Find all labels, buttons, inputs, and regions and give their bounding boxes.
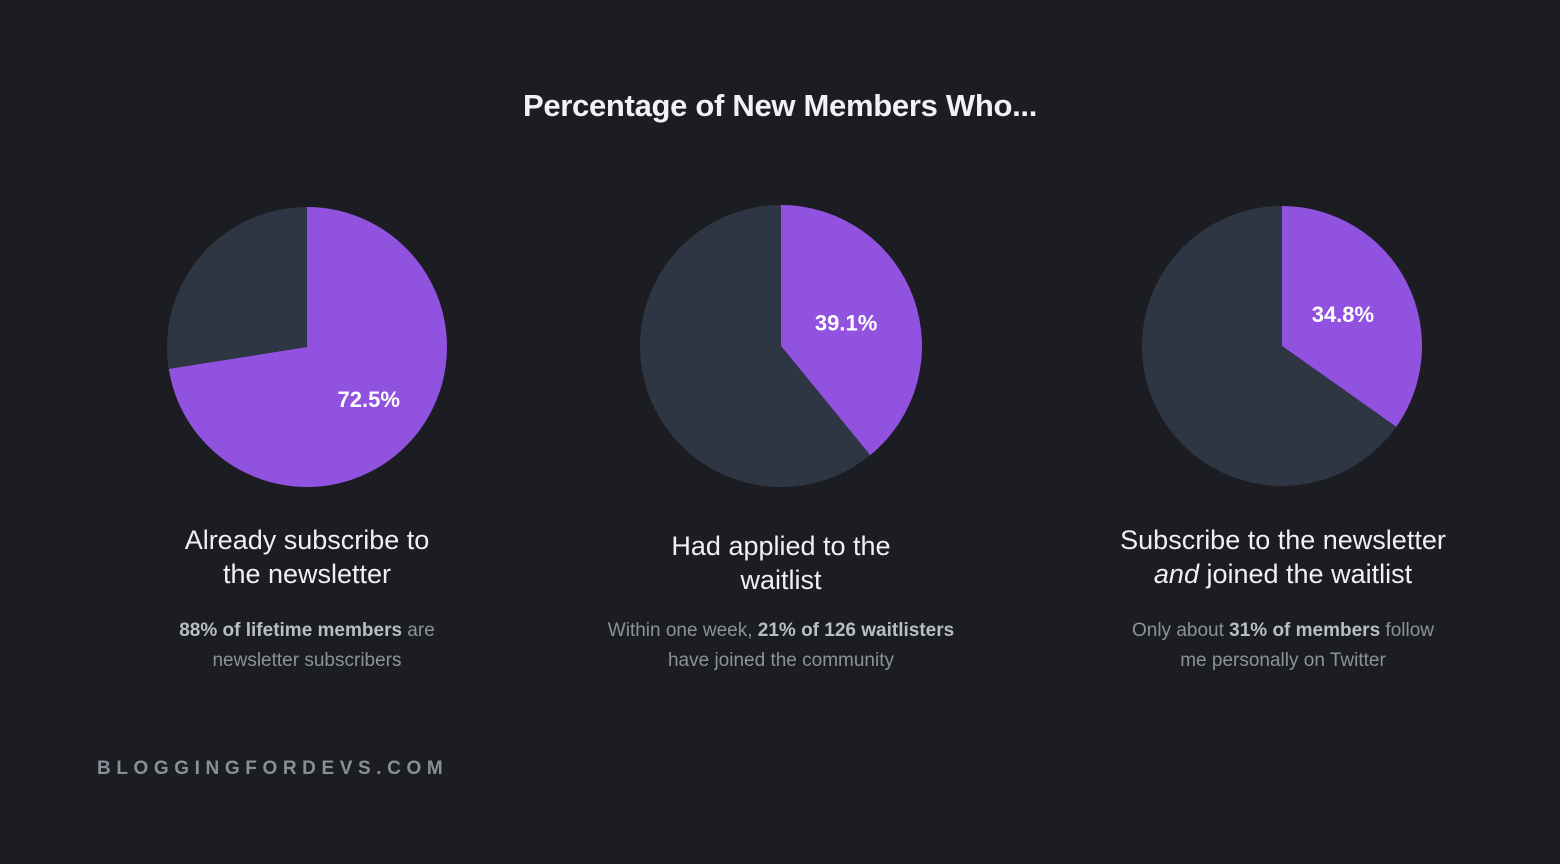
note-bold: 88% of lifetime members [179, 620, 403, 641]
caption-italic: and [1153, 559, 1199, 589]
caption-line: waitlist [740, 565, 822, 595]
note-bold: 31% of members [1229, 620, 1381, 641]
pie-note-newsletter: 88% of lifetime members are newsletter s… [77, 616, 537, 676]
pie-caption-newsletter-and-waitlist: Subscribe to the newsletter and joined t… [1053, 523, 1513, 591]
caption-line: the newsletter [222, 559, 392, 589]
site-footer: BLOGGINGFORDEVS.COM [97, 758, 449, 779]
caption-line: Subscribe to the newsletter [1120, 525, 1446, 555]
pie-slice-newsletter-and-waitlist-highlight [1282, 206, 1423, 427]
pie-panel-newsletter: 72.5% Already subscribe to the newslette… [77, 0, 537, 864]
pie-slice-newsletter-and-waitlist-remainder [1142, 206, 1397, 487]
pie-slice-waitlist-remainder [639, 205, 871, 487]
note-bold: 21% of 126 waitlisters [757, 620, 955, 641]
pie-chart-newsletter-and-waitlist: 34.8% [1142, 206, 1423, 487]
caption-line: Had applied to the [671, 531, 891, 561]
note-text: are [402, 620, 435, 641]
pie-caption-newsletter: Already subscribe to the newsletter [77, 523, 537, 591]
pie-slice-waitlist-highlight [781, 205, 922, 456]
pie-chart-newsletter: 72.5% [166, 207, 447, 487]
note-text: Within one week, [607, 620, 758, 641]
pie-panel-waitlist: 39.1% Had applied to the waitlist Within… [551, 0, 1011, 864]
chart-title: Percentage of New Members Who... [522, 88, 1038, 123]
note-text: newsletter subscribers [212, 650, 402, 671]
pie-data-label-newsletter: 72.5% [338, 387, 400, 412]
caption-line: Already subscribe to [184, 525, 430, 555]
pie-panel-newsletter-and-waitlist: 34.8% Subscribe to the newsletter and jo… [1053, 0, 1513, 864]
pie-note-newsletter-and-waitlist: Only about 31% of members follow me pers… [1053, 616, 1513, 676]
caption-line: joined the waitlist [1198, 559, 1413, 589]
pie-chart-waitlist: 39.1% [639, 205, 922, 487]
note-text: Only about [1131, 620, 1230, 641]
pie-note-waitlist: Within one week, 21% of 126 waitlisters … [551, 616, 1011, 676]
pie-data-label-newsletter-and-waitlist: 34.8% [1312, 302, 1374, 327]
note-text: me personally on Twitter [1180, 650, 1386, 671]
pie-caption-waitlist: Had applied to the waitlist [551, 529, 1011, 597]
pie-slice-newsletter-remainder [166, 207, 307, 369]
pie-slice-newsletter-highlight [168, 207, 447, 487]
note-text: have joined the community [667, 650, 894, 671]
note-text: follow [1380, 620, 1435, 641]
pie-data-label-waitlist: 39.1% [815, 310, 877, 335]
